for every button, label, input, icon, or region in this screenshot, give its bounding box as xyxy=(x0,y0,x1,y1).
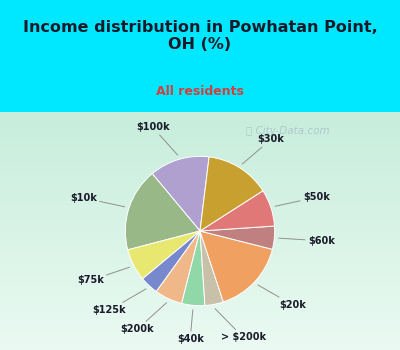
Wedge shape xyxy=(182,231,205,306)
Text: $200k: $200k xyxy=(121,303,166,334)
Text: ⓘ City-Data.com: ⓘ City-Data.com xyxy=(246,126,330,136)
Text: $40k: $40k xyxy=(177,310,204,344)
Text: > $200k: > $200k xyxy=(215,309,266,342)
Text: $50k: $50k xyxy=(275,192,330,206)
Wedge shape xyxy=(143,231,200,292)
Text: $10k: $10k xyxy=(70,193,125,207)
Text: Income distribution in Powhatan Point,
OH (%): Income distribution in Powhatan Point, O… xyxy=(23,20,377,52)
Text: All residents: All residents xyxy=(156,85,244,98)
Text: $20k: $20k xyxy=(258,285,306,310)
Wedge shape xyxy=(200,157,263,231)
Wedge shape xyxy=(125,174,200,250)
Wedge shape xyxy=(128,231,200,279)
Text: $75k: $75k xyxy=(77,267,130,286)
Text: $30k: $30k xyxy=(242,134,284,164)
Wedge shape xyxy=(200,231,223,306)
Wedge shape xyxy=(156,231,200,303)
Text: $60k: $60k xyxy=(279,236,335,246)
Wedge shape xyxy=(152,156,209,231)
Text: $100k: $100k xyxy=(136,122,178,155)
Text: $125k: $125k xyxy=(92,289,146,315)
Wedge shape xyxy=(200,226,275,249)
Wedge shape xyxy=(200,231,272,302)
Wedge shape xyxy=(200,191,274,231)
